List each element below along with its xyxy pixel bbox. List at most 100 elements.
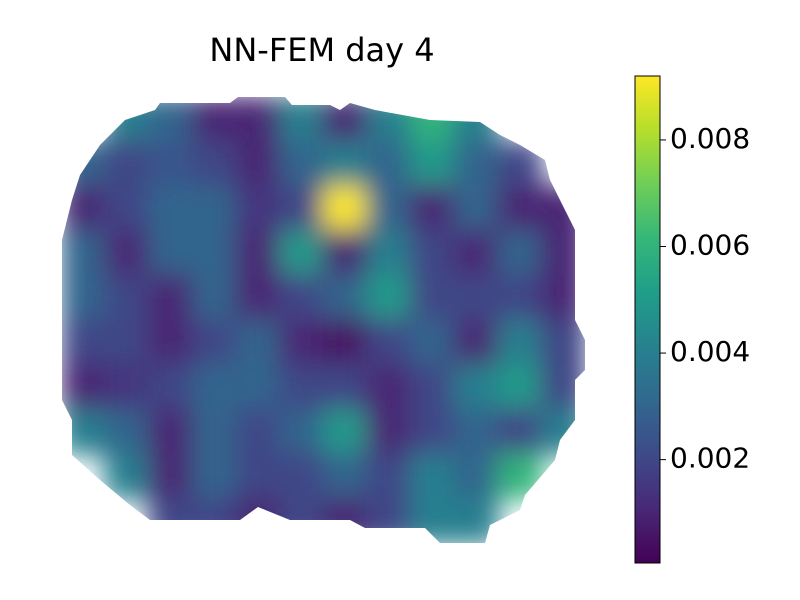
field-cell	[453, 497, 499, 543]
field-cell	[278, 363, 325, 411]
field-cell	[409, 408, 456, 455]
field-cell	[148, 363, 194, 411]
field-cell	[322, 452, 369, 500]
field-cell	[62, 229, 107, 277]
field-cell	[278, 140, 325, 188]
field-cell	[148, 97, 194, 143]
field-cell	[496, 229, 543, 277]
field-cell	[322, 274, 369, 321]
colorbar-tick-label: 0.004	[670, 335, 750, 368]
field-cell	[148, 140, 194, 188]
field-cell	[278, 274, 325, 321]
field-cell	[496, 140, 543, 188]
field-cell	[62, 140, 107, 188]
field-cell	[278, 452, 325, 500]
field-cell	[453, 319, 499, 366]
field-cell	[366, 408, 412, 455]
field-cell	[191, 97, 238, 143]
field-cell	[453, 140, 499, 188]
field-cells	[62, 97, 585, 543]
field-cell	[453, 185, 499, 232]
field-cell	[62, 185, 107, 232]
field-cell	[366, 497, 412, 543]
chart-title: NN-FEM day 4	[209, 31, 434, 69]
field-cell	[366, 97, 412, 143]
field-cell	[62, 363, 107, 411]
field-cell	[104, 185, 151, 232]
field-cell	[409, 185, 456, 232]
field-cell	[148, 229, 194, 277]
field-cell	[366, 452, 412, 500]
field-cell	[191, 319, 238, 366]
field-cell	[235, 185, 281, 232]
field-cell	[540, 229, 585, 277]
field-cell	[191, 229, 238, 277]
field-cell	[191, 452, 238, 500]
field-cell	[322, 185, 369, 232]
field-cell	[278, 497, 325, 543]
field-cell	[148, 497, 194, 543]
field-cell	[235, 363, 281, 411]
field-cell	[148, 274, 194, 321]
field-cell	[104, 363, 151, 411]
field-cell	[453, 229, 499, 277]
field-cell	[278, 319, 325, 366]
field-cell	[496, 452, 543, 500]
field-cell	[540, 408, 585, 455]
field-cell	[235, 408, 281, 455]
field-cell	[62, 274, 107, 321]
field-cell	[409, 140, 456, 188]
colorbar-tick-label: 0.008	[670, 122, 750, 155]
field-cell	[496, 363, 543, 411]
field-cell	[104, 97, 151, 143]
field-cell	[235, 497, 281, 543]
field-cell	[191, 140, 238, 188]
field-cell	[104, 452, 151, 500]
field-cell	[322, 319, 369, 366]
field-cell	[148, 185, 194, 232]
field-cell	[496, 185, 543, 232]
field-cell	[366, 140, 412, 188]
field-cell	[235, 140, 281, 188]
field-cell	[235, 229, 281, 277]
field-cell	[366, 363, 412, 411]
field-cell	[322, 97, 369, 143]
field-cell	[322, 363, 369, 411]
field-cell	[104, 319, 151, 366]
field-cell	[409, 363, 456, 411]
field-cell	[191, 363, 238, 411]
field-cell	[278, 185, 325, 232]
field-cell	[453, 274, 499, 321]
colorbar-tick-label: 0.002	[670, 442, 750, 475]
field-cell	[278, 408, 325, 455]
field-cell	[191, 274, 238, 321]
field-cell	[409, 97, 456, 143]
field-cell	[278, 229, 325, 277]
field-cell	[191, 497, 238, 543]
colorbar	[634, 75, 661, 564]
field-cell	[453, 408, 499, 455]
field-cell	[62, 408, 107, 455]
field-cell	[540, 185, 585, 232]
field-cell	[104, 408, 151, 455]
field-cell	[496, 319, 543, 366]
field-cell	[278, 97, 325, 143]
field-cell	[453, 97, 499, 143]
field-cell	[235, 452, 281, 500]
field-cell	[322, 229, 369, 277]
field-cell	[148, 408, 194, 455]
field-cell	[409, 497, 456, 543]
field-cell	[104, 140, 151, 188]
field-cell	[496, 274, 543, 321]
field-cell	[104, 274, 151, 321]
field-cell	[366, 229, 412, 277]
field-cell	[366, 319, 412, 366]
field-cell	[148, 452, 194, 500]
field-cell	[409, 319, 456, 366]
field-cell	[540, 319, 585, 366]
colorbar-tick-label: 0.006	[670, 229, 750, 262]
field-cell	[235, 319, 281, 366]
field-cell	[496, 408, 543, 455]
field-cell	[540, 363, 585, 411]
